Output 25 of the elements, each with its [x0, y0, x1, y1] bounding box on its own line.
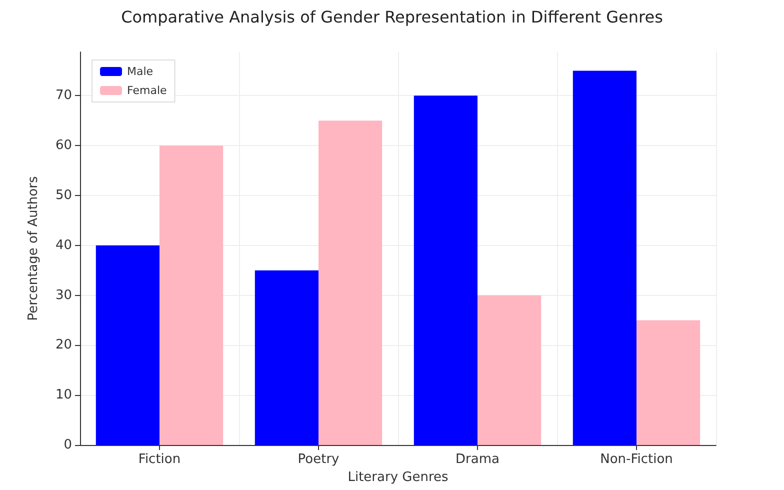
chart-title: Comparative Analysis of Gender Representation in Different Genres	[121, 8, 663, 26]
x-axis-title: Literary Genres	[348, 470, 449, 485]
y-axis-title: Percentage of Authors	[26, 176, 41, 321]
bar	[478, 295, 542, 445]
y-tick-label: 40	[55, 238, 72, 253]
y-tick-label: 20	[55, 338, 72, 353]
x-tick-label: Non-Fiction	[600, 452, 673, 467]
bar	[572, 70, 636, 445]
x-tick-label: Poetry	[298, 452, 340, 467]
bar	[160, 146, 224, 445]
y-tick-label: 70	[55, 88, 72, 104]
bar	[96, 245, 160, 445]
y-tick-label: 10	[55, 388, 72, 403]
y-tick-label: 50	[55, 188, 72, 203]
legend-label: Male	[127, 65, 154, 78]
y-tick-label: 0	[64, 438, 72, 452]
y-tick-label: 60	[55, 138, 72, 154]
bar	[318, 120, 382, 445]
x-tick-label: Fiction	[138, 452, 181, 467]
bar	[414, 96, 478, 445]
bar	[636, 320, 700, 445]
y-tick-label: 30	[55, 288, 72, 303]
x-tick-label: Drama	[456, 452, 500, 467]
legend-label: Female	[127, 84, 168, 97]
bar	[254, 270, 318, 445]
